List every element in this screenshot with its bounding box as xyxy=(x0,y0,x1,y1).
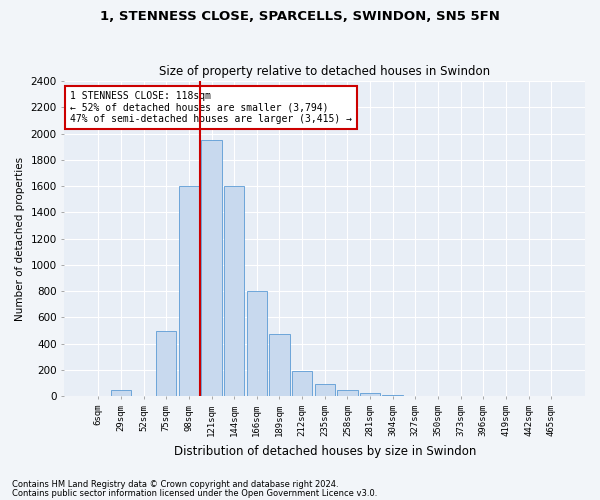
Y-axis label: Number of detached properties: Number of detached properties xyxy=(15,156,25,320)
Text: 1, STENNESS CLOSE, SPARCELLS, SWINDON, SN5 5FN: 1, STENNESS CLOSE, SPARCELLS, SWINDON, S… xyxy=(100,10,500,23)
Text: Contains HM Land Registry data © Crown copyright and database right 2024.: Contains HM Land Registry data © Crown c… xyxy=(12,480,338,489)
Bar xyxy=(179,186,199,396)
Bar xyxy=(382,395,403,396)
Bar xyxy=(224,186,244,396)
Text: Contains public sector information licensed under the Open Government Licence v3: Contains public sector information licen… xyxy=(12,488,377,498)
Bar xyxy=(202,140,221,396)
Title: Size of property relative to detached houses in Swindon: Size of property relative to detached ho… xyxy=(159,66,490,78)
Bar xyxy=(247,291,267,397)
Text: 1 STENNESS CLOSE: 118sqm
← 52% of detached houses are smaller (3,794)
47% of sem: 1 STENNESS CLOSE: 118sqm ← 52% of detach… xyxy=(70,90,352,124)
Bar xyxy=(111,390,131,396)
Bar xyxy=(337,390,358,396)
Bar xyxy=(269,334,290,396)
Bar xyxy=(360,393,380,396)
Bar xyxy=(314,384,335,396)
Bar xyxy=(156,330,176,396)
Bar xyxy=(292,372,312,396)
X-axis label: Distribution of detached houses by size in Swindon: Distribution of detached houses by size … xyxy=(173,444,476,458)
